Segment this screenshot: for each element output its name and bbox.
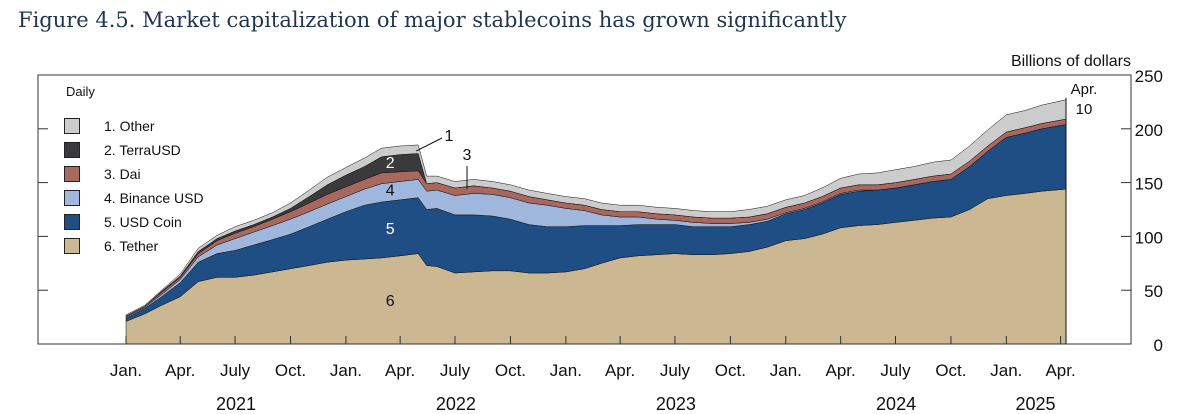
legend-label-tether: 6. Tether xyxy=(104,238,159,254)
legend-item-dai: 3. Dai xyxy=(64,163,141,185)
x-tick-label-7: Oct. xyxy=(495,361,526,380)
legend-label-other: 1. Other xyxy=(104,118,155,134)
legend-swatch-binance-usd xyxy=(64,190,80,206)
figure-title: Figure 4.5. Market capitalization of maj… xyxy=(18,8,847,32)
series-number-3: 3 xyxy=(463,147,472,164)
x-tick-label-6: July xyxy=(440,361,471,380)
series-number-5: 5 xyxy=(386,221,395,238)
year-label-2022: 2022 xyxy=(436,394,476,414)
year-label-2023: 2023 xyxy=(656,394,696,414)
series-number-4: 4 xyxy=(386,183,395,200)
series-number-6: 6 xyxy=(386,293,395,310)
x-tick-label-8: Jan. xyxy=(550,361,582,380)
frequency-label: Daily xyxy=(66,84,95,99)
x-tick-label-3: Oct. xyxy=(275,361,306,380)
legend-item-tether: 6. Tether xyxy=(64,235,158,257)
legend-label-dai: 3. Dai xyxy=(104,166,141,182)
legend-label-binance-usd: 4. Binance USD xyxy=(104,190,204,206)
y-tick-label-1: 50 xyxy=(1144,282,1163,301)
x-tick-label-16: Jan. xyxy=(990,361,1022,380)
annotations: Apr. 10 1 2 3 4 5 6 xyxy=(386,81,1098,344)
x-tick-label-2: July xyxy=(220,361,251,380)
x-tick-label-9: Apr. xyxy=(605,361,635,380)
unit-label: Billions of dollars xyxy=(1011,53,1131,70)
y-tick-label-2: 100 xyxy=(1135,228,1163,247)
year-label-2025: 2025 xyxy=(1015,394,1055,414)
x-tick-label-11: Oct. xyxy=(715,361,746,380)
x-tick-label-15: Oct. xyxy=(935,361,966,380)
leader-other xyxy=(416,137,443,152)
legend-swatch-terrausd xyxy=(64,142,80,158)
legend-label-usd-coin: 5. USD Coin xyxy=(104,214,182,230)
area-series-group xyxy=(125,99,1067,345)
series-number-2: 2 xyxy=(386,155,395,172)
x-tick-label-12: Jan. xyxy=(770,361,802,380)
end-date-label-day: 10 xyxy=(1076,101,1093,118)
legend-swatch-dai xyxy=(64,166,80,182)
y-axis: 0 50 100 150 200 250 xyxy=(38,67,1163,355)
x-tick-label-5: Apr. xyxy=(385,361,415,380)
y-tick-label-3: 150 xyxy=(1135,175,1163,194)
legend-swatch-tether xyxy=(64,238,80,254)
x-axis: Jan. Apr. July Oct. Jan. Apr. July Oct. Jan. Apr.… xyxy=(110,336,1076,414)
series-number-1: 1 xyxy=(445,128,454,145)
y-tick-label-0: 0 xyxy=(1154,336,1163,355)
legend-item-binance-usd: 4. Binance USD xyxy=(64,187,204,209)
end-date-label-month: Apr. xyxy=(1071,81,1098,98)
year-label-2024: 2024 xyxy=(876,394,916,414)
x-tick-label-4: Jan. xyxy=(330,361,362,380)
legend-item-usd-coin: 5. USD Coin xyxy=(64,211,182,233)
legend-item-terrausd: 2. TerraUSD xyxy=(64,139,181,161)
legend-swatch-other xyxy=(64,118,80,134)
legend-label-terrausd: 2. TerraUSD xyxy=(104,142,181,158)
x-tick-label-13: Apr. xyxy=(826,361,856,380)
x-tick-label-10: July xyxy=(660,361,691,380)
y-tick-label-5: 250 xyxy=(1135,67,1163,86)
x-tick-label-1: Apr. xyxy=(165,361,195,380)
x-tick-label-0: Jan. xyxy=(110,361,142,380)
x-tick-label-17: Apr. xyxy=(1045,361,1075,380)
legend-item-other: 1. Other xyxy=(64,115,155,137)
legend-swatch-usd-coin xyxy=(64,214,80,230)
year-label-2021: 2021 xyxy=(216,394,256,414)
y-tick-label-4: 200 xyxy=(1135,121,1163,140)
x-tick-label-14: July xyxy=(880,361,911,380)
